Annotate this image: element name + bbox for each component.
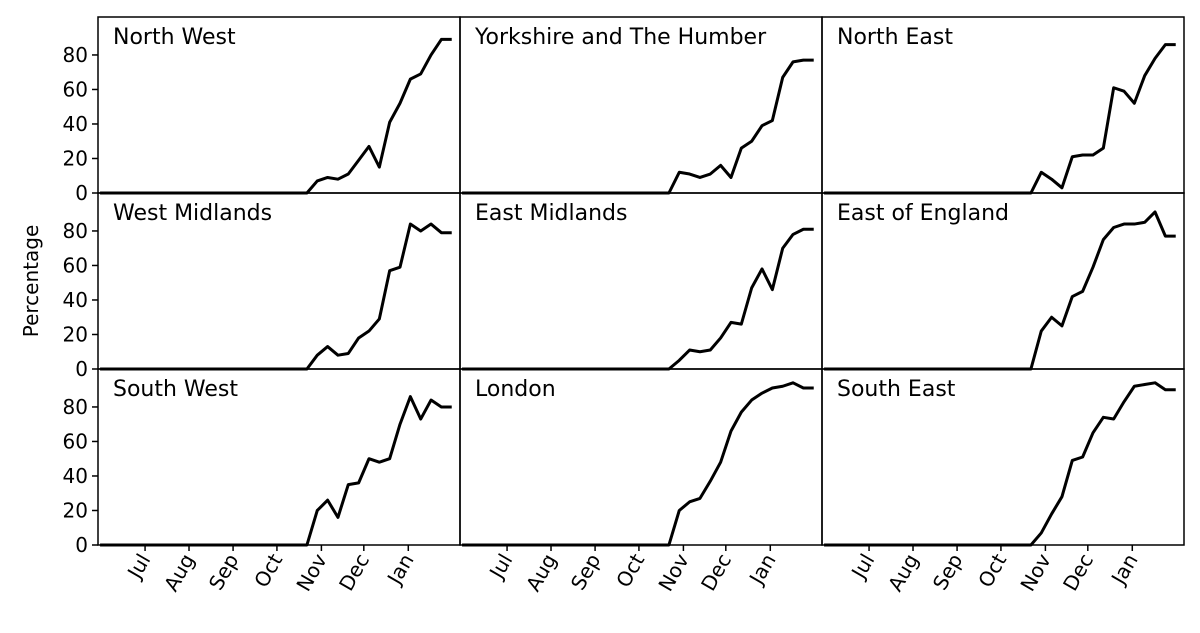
x-tick-label: Sep xyxy=(928,550,968,595)
y-tick-label: 40 xyxy=(63,288,88,312)
x-tick-label: Aug xyxy=(521,550,561,596)
y-tick-label: 20 xyxy=(63,498,88,522)
data-line xyxy=(100,395,452,547)
panel-title: Yorkshire and The Humber xyxy=(474,25,767,50)
x-tick-label: Aug xyxy=(883,550,923,596)
panel-title: East Midlands xyxy=(475,201,628,226)
data-line xyxy=(100,37,452,195)
x-tick-label: Jan xyxy=(1105,550,1142,590)
panel-title: South East xyxy=(837,377,956,402)
y-tick-label: 80 xyxy=(63,395,88,419)
x-tick-label: Dec xyxy=(334,550,374,596)
y-tick-label: 0 xyxy=(75,357,88,381)
x-tick-label: Jul xyxy=(122,550,156,585)
y-tick-label: 80 xyxy=(63,219,88,243)
x-tick-label: Oct xyxy=(611,549,649,591)
x-tick-label: Jul xyxy=(484,550,518,585)
y-tick-label: 40 xyxy=(63,464,88,488)
x-tick-label: Dec xyxy=(696,550,736,596)
data-line xyxy=(824,381,1176,547)
x-tick-label: Jan xyxy=(743,550,780,590)
panel-title: South West xyxy=(113,377,238,402)
x-tick-label: Nov xyxy=(1015,549,1055,595)
y-tick-label: 0 xyxy=(75,533,88,557)
y-tick-label: 60 xyxy=(63,253,88,277)
x-tick-label: Aug xyxy=(159,550,199,596)
panel-title: North West xyxy=(113,25,236,50)
data-line xyxy=(462,58,814,195)
y-tick-label: 20 xyxy=(63,322,88,346)
x-tick-label: Oct xyxy=(249,549,287,591)
data-line xyxy=(462,381,814,547)
y-tick-label: 0 xyxy=(75,181,88,205)
panel-title: East of England xyxy=(837,201,1009,226)
data-line xyxy=(462,227,814,371)
x-tick-label: Nov xyxy=(653,549,693,595)
y-tick-label: 60 xyxy=(63,429,88,453)
y-tick-label: 80 xyxy=(63,43,88,67)
y-tick-label: 20 xyxy=(63,146,88,170)
data-line xyxy=(100,222,452,371)
x-tick-label: Sep xyxy=(204,550,244,595)
x-tick-label: Sep xyxy=(566,550,606,595)
panel-title: London xyxy=(475,377,556,402)
data-line xyxy=(824,210,1176,371)
data-line xyxy=(824,43,1176,195)
x-tick-label: Nov xyxy=(291,549,331,595)
x-tick-label: Dec xyxy=(1058,550,1098,596)
y-axis-label: Percentage xyxy=(19,225,43,338)
x-tick-label: Jul xyxy=(846,550,880,585)
panel-title: North East xyxy=(837,25,953,50)
y-tick-label: 60 xyxy=(63,77,88,101)
panel-title: West Midlands xyxy=(113,201,272,226)
y-tick-label: 40 xyxy=(63,112,88,136)
x-tick-label: Jan xyxy=(381,550,418,590)
panel-frame xyxy=(821,368,1185,546)
x-tick-label: Oct xyxy=(973,549,1011,591)
